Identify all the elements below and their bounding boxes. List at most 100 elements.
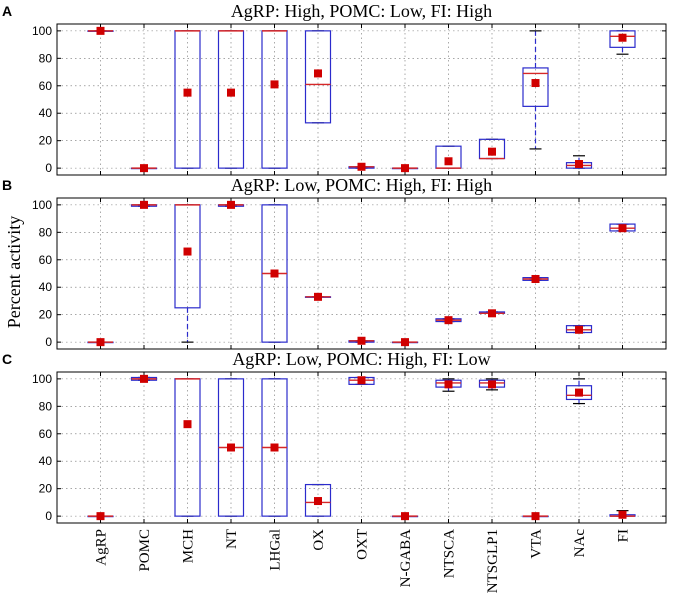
box-fi [609,223,636,233]
mean-marker [270,80,279,89]
mean-marker [531,512,540,521]
y-tick-label: 60 [39,427,53,441]
plot-frame [56,23,667,176]
box-ntsca [435,145,462,169]
mean-marker [401,164,409,173]
x-category-label: N-GABA [398,529,414,587]
y-tick-label: 40 [39,454,53,468]
y-tick-label: 0 [45,509,52,523]
mean-marker [96,338,105,347]
box-ntsca [435,378,462,392]
mean-marker [488,380,496,389]
mean-marker [488,147,496,156]
y-axis-label: Percent activity [4,216,24,328]
box-n-gaba [391,338,419,347]
y-tick-label: 20 [39,134,53,148]
x-category-label: NTSGLP1 [485,529,501,593]
box-oxt [348,336,375,345]
x-category-label: NAc [572,529,588,558]
box-nt [217,30,245,169]
panel-letter: A [2,3,12,19]
plot-frame [56,371,667,524]
plot-frame [56,197,667,350]
y-tick-label: 0 [45,335,52,349]
mean-marker [140,200,148,209]
panel-title: AgRP: High, POMC: Low, FI: High [231,1,492,21]
box-n-gaba [391,512,419,521]
box-nac [565,155,593,169]
box-iqr [609,30,636,48]
panel-letter: B [2,177,12,193]
y-tick-label: 100 [32,198,52,212]
box-fi [609,30,636,55]
mean-marker [270,269,279,278]
mean-marker [357,376,366,385]
mean-marker [618,33,627,42]
box-nt [217,200,245,209]
box-pomc [130,164,158,173]
y-tick-label: 80 [39,225,53,239]
box-nac [565,325,593,334]
box-iqr [174,204,201,309]
x-category-label: LHGal [268,529,284,571]
box-ox [304,30,332,124]
mean-marker [227,443,235,452]
box-agrp [87,512,114,521]
box-ntsca [435,316,462,325]
box-ntsglp1 [478,138,506,160]
mean-marker [575,160,583,169]
mean-marker [96,26,105,35]
mean-marker [444,380,453,389]
mean-marker [140,164,148,173]
box-iqr [522,67,549,107]
mean-marker [314,497,322,506]
box-iqr [565,385,593,401]
mean-marker [444,157,453,166]
mean-marker [140,374,148,383]
box-ox [304,483,332,517]
mean-marker [488,309,496,318]
mean-marker [314,69,322,78]
box-agrp [87,26,114,35]
y-tick-label: 100 [32,24,52,38]
mean-marker [531,274,540,283]
y-tick-label: 80 [39,399,53,413]
mean-marker [357,336,366,345]
box-oxt [348,376,375,385]
mean-marker [357,162,366,171]
panel-title: AgRP: Low, POMC: High, FI: Low [232,349,490,369]
box-mch [174,204,201,343]
y-tick-label: 0 [45,161,52,175]
box-mch [174,378,201,517]
y-tick-label: 40 [39,280,53,294]
y-tick-label: 40 [39,106,53,120]
y-tick-label: 100 [32,372,52,386]
box-lhgal [261,378,288,517]
box-nt [217,378,245,517]
panel-b: B AgRP: Low, POMC: High, FI: High 0 20 40 60 8… [2,175,667,350]
y-tick-label: 20 [39,308,53,322]
x-category-label: OX [311,529,327,551]
x-axis-category-labels: AgRP POMC MCH NT LHGal OX OXT N-GABA NTSCA NTSGLP… [94,529,632,594]
x-category-label: NT [224,529,240,549]
panel-letter: C [2,351,12,367]
mean-marker [270,443,279,452]
mean-marker [618,510,627,519]
mean-marker [401,338,409,347]
box-oxt [348,162,375,171]
x-category-label: POMC [137,529,153,572]
mean-marker [401,512,409,521]
box-fi [609,510,636,519]
box-lhgal [261,30,288,169]
x-category-label: OXT [355,529,371,560]
mean-marker [96,512,105,521]
mean-marker [575,388,583,397]
box-pomc [130,374,158,383]
mean-marker [531,79,540,88]
box-ntsglp1 [478,309,506,318]
y-tick-label: 60 [39,79,53,93]
box-pomc [130,200,158,209]
panel-title: AgRP: Low, POMC: High, FI: High [231,175,492,195]
panels: A AgRP: High, POMC: Low, FI: High 0 20 40 60 8… [2,1,667,524]
